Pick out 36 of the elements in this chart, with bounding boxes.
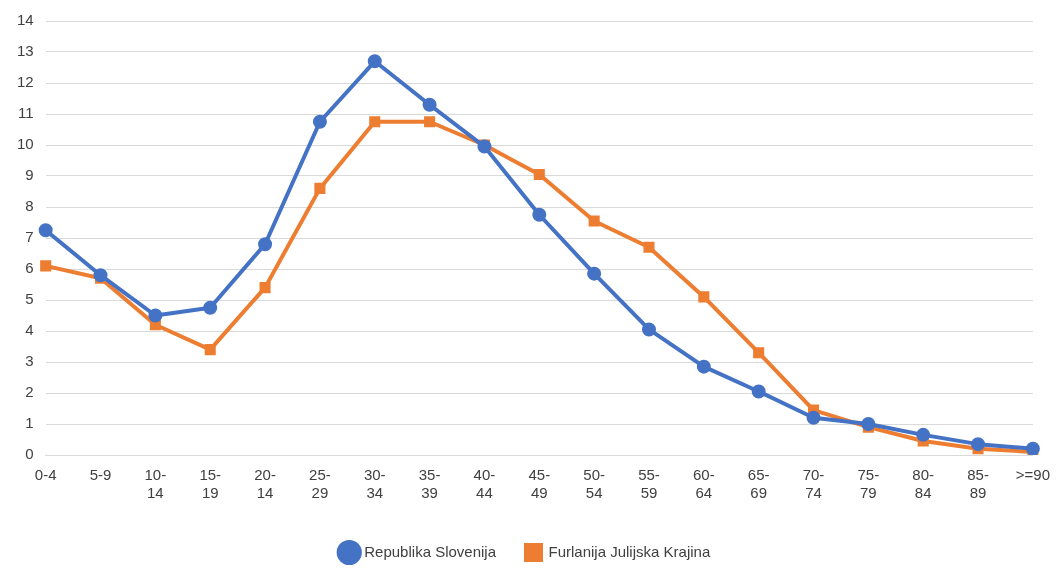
y-tick-label: 0 bbox=[25, 445, 34, 463]
y-tick-label: 11 bbox=[18, 104, 34, 122]
y-tick-label: 9 bbox=[25, 166, 34, 184]
legend-label: Furlanija Julijska Krajina bbox=[548, 542, 711, 560]
y-tick-label: 8 bbox=[25, 197, 34, 215]
y-tick-label: 14 bbox=[17, 11, 34, 29]
x-tick-label: 25- 29 bbox=[309, 466, 331, 502]
x-tick-label: 75- 79 bbox=[857, 466, 880, 502]
y-tick-label: 5 bbox=[25, 290, 34, 308]
x-tick-label: 50- 54 bbox=[583, 466, 605, 502]
x-tick-label: 65- 69 bbox=[747, 466, 770, 502]
y-tick-label: 1 bbox=[25, 414, 34, 432]
x-tick-label: 15- 19 bbox=[199, 466, 222, 502]
y-tick-label: 13 bbox=[17, 42, 34, 60]
x-tick-label: 85- 89 bbox=[967, 466, 989, 502]
y-tick-label: 3 bbox=[25, 352, 34, 370]
x-tick-label: 80- 84 bbox=[912, 466, 935, 502]
x-tick-label: 70- 74 bbox=[802, 466, 825, 502]
x-tick-label: 55- 59 bbox=[638, 466, 660, 502]
x-tick-label: >=90 bbox=[1015, 466, 1051, 484]
x-tick-label: 35- 39 bbox=[418, 466, 441, 502]
legend-label: Republika Slovenija bbox=[364, 542, 497, 560]
y-tick-label: 12 bbox=[17, 73, 34, 91]
x-tick-label: 20- 14 bbox=[254, 466, 276, 502]
y-tick-label: 6 bbox=[25, 259, 34, 277]
x-tick-label: 45- 49 bbox=[528, 466, 551, 502]
x-tick-label: 5-9 bbox=[89, 466, 112, 484]
x-tick-label: 40- 44 bbox=[473, 466, 496, 502]
y-tick-label: 7 bbox=[25, 228, 34, 246]
y-tick-label: 10 bbox=[17, 135, 34, 153]
x-tick-label: 10- 14 bbox=[144, 466, 167, 502]
x-tick-label: 60- 64 bbox=[692, 466, 715, 502]
y-tick-label: 4 bbox=[25, 321, 34, 339]
y-tick-label: 2 bbox=[25, 383, 34, 401]
x-tick-label: 30- 34 bbox=[363, 466, 386, 502]
x-tick-label: 0-4 bbox=[34, 466, 57, 484]
